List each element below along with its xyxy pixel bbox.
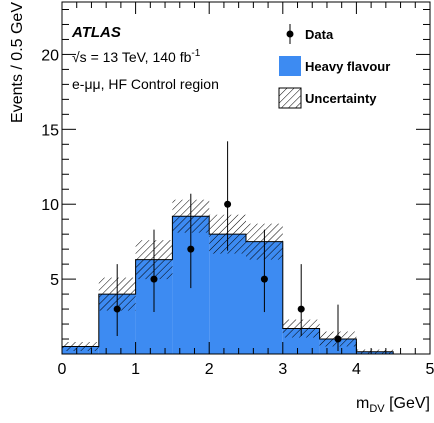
legend-hf-swatch	[279, 56, 301, 76]
x-tick-label-1: 1	[131, 361, 140, 378]
data-point-5	[297, 305, 305, 313]
data-point-2	[187, 245, 195, 253]
data-point-3	[224, 200, 232, 208]
channel-label: e-μμ, HF Control region	[72, 76, 219, 92]
y-axis-label: Events / 0.5 GeV	[9, 2, 26, 123]
legend-uncertainty-swatch	[278, 87, 302, 109]
legend-data-marker	[286, 30, 294, 38]
x-axis-label: mDV [GeV]	[356, 395, 430, 415]
x-tick-label-3: 3	[278, 361, 287, 378]
uncertainty-band-8	[356, 349, 394, 354]
atlas-label: ATLAS	[71, 24, 121, 41]
data-point-1	[150, 275, 158, 283]
y-tick-label-10: 10	[41, 197, 59, 214]
energy-label: √s = 13 TeV, 140 fb-1	[72, 48, 201, 65]
hf-bar-4	[209, 234, 246, 354]
data-point-0	[113, 305, 121, 313]
x-tick-label-2: 2	[205, 361, 214, 378]
y-tick-label-15: 15	[41, 122, 59, 139]
data-point-6	[334, 335, 342, 343]
y-tick-label-20: 20	[41, 47, 59, 64]
data-point-4	[260, 275, 268, 283]
plot-frame	[61, 1, 431, 355]
legend-uncertainty-label: Uncertainty	[305, 91, 377, 106]
legend-data-label: Data	[305, 27, 334, 42]
y-tick-label-5: 5	[50, 272, 59, 289]
x-tick-label-4: 4	[352, 361, 361, 378]
legend-hf-label: Heavy flavour	[305, 59, 390, 74]
x-tick-label-5: 5	[426, 361, 434, 378]
uncertainty-band-0	[62, 342, 99, 352]
x-tick-label-0: 0	[58, 361, 67, 378]
